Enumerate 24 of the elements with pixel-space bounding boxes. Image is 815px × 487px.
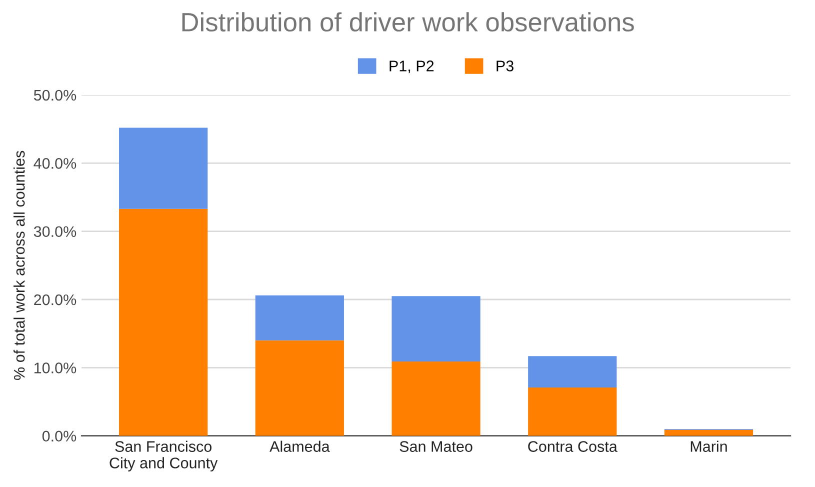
x-tick-label: San Mateo <box>400 441 472 452</box>
bar <box>255 295 344 340</box>
x-tick-label: Contra Costa <box>528 441 618 452</box>
y-tick-label: 0.0% <box>42 430 76 442</box>
bar <box>664 430 754 436</box>
legend-label: P3 <box>496 60 514 72</box>
bar <box>528 387 617 436</box>
x-tick-label: Alameda <box>270 440 330 452</box>
x-tick-label: Marin <box>690 440 727 452</box>
bar <box>255 340 344 436</box>
chart-title: Distribution of driver work observations <box>182 12 634 32</box>
legend-label: P1, P2 <box>390 60 434 74</box>
y-axis-title: % of total work across all counties <box>14 150 25 380</box>
y-tick-label: 30.0% <box>34 226 76 238</box>
bar <box>119 128 208 209</box>
x-tick-label: San Francisco City and County <box>110 440 218 472</box>
bar <box>528 356 617 388</box>
y-tick-label: 10.0% <box>34 362 76 374</box>
bar <box>119 208 208 436</box>
bar <box>392 362 480 436</box>
bar <box>392 296 480 362</box>
y-tick-label: 20.0% <box>34 294 76 306</box>
y-tick-label: 50.0% <box>34 90 76 101</box>
y-tick-label: 40.0% <box>34 158 76 169</box>
